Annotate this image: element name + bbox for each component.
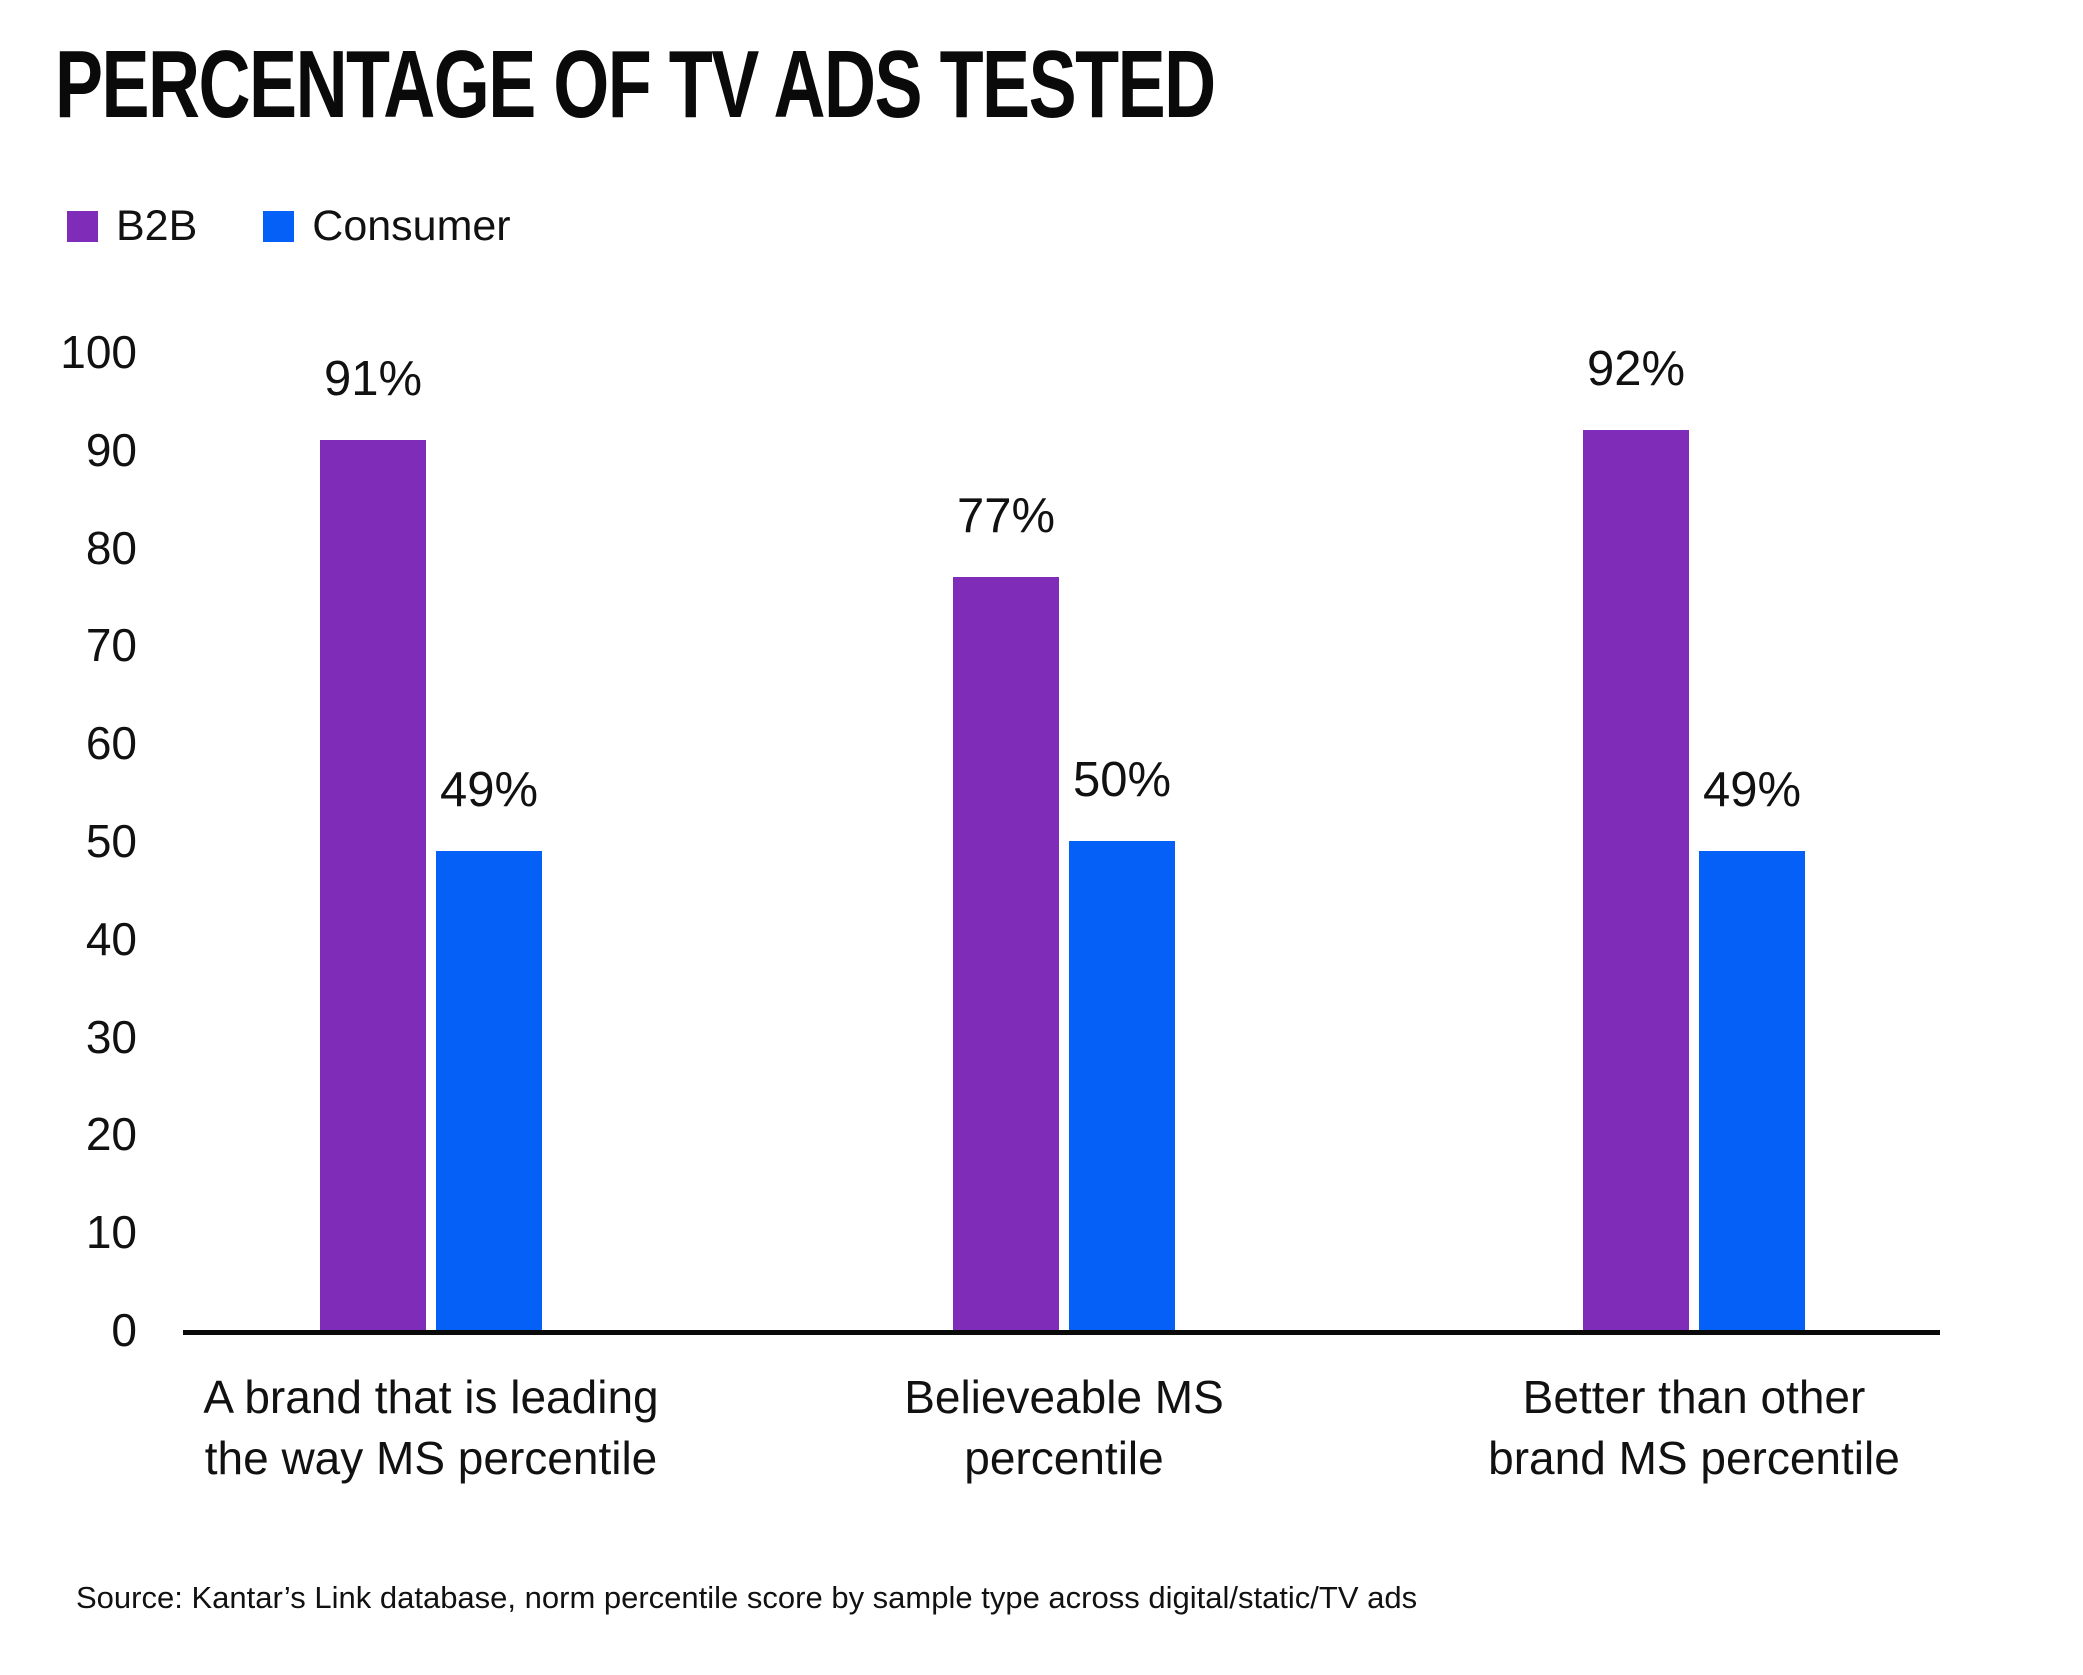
y-tick-100: 100 (60, 326, 137, 378)
y-tick-70: 70 (85, 619, 137, 672)
x-label-0: A brand that is leading the way MS perce… (203, 1371, 659, 1484)
value-label-b2b-1: 77% (956, 489, 1056, 543)
y-tick-40: 40 (85, 912, 137, 965)
y-tick-50: 50 (85, 815, 137, 867)
legend-swatch-b2b (67, 211, 98, 242)
value-label-consumer-2: 49% (1702, 763, 1802, 817)
value-label-consumer-0: 49% (439, 763, 539, 817)
bar-consumer-0 (436, 851, 542, 1333)
y-tick-0: 0 (111, 1304, 137, 1356)
legend: B2B Consumer (67, 205, 511, 248)
source-note: Source: Kantar’s Link database, norm per… (76, 1580, 1418, 1615)
bar-consumer-1 (1069, 841, 1175, 1333)
y-tick-10: 10 (85, 1206, 137, 1259)
y-tick-20: 20 (85, 1108, 137, 1161)
bar-b2b-1 (953, 577, 1059, 1333)
value-label-consumer-1: 50% (1072, 753, 1172, 807)
y-tick-30: 30 (85, 1010, 137, 1063)
bar-b2b-0 (320, 440, 426, 1333)
x-axis-line (183, 1330, 1940, 1335)
y-tick-90: 90 (85, 423, 137, 476)
y-tick-60: 60 (85, 717, 137, 770)
chart-title: PERCENTAGE OF TV ADS TESTED (55, 31, 1216, 138)
value-label-b2b-2: 92% (1586, 342, 1686, 396)
bar-b2b-2 (1583, 430, 1689, 1333)
x-label-2: Better than other brand MS percentile (1488, 1371, 1900, 1484)
legend-label-consumer: Consumer (312, 202, 511, 250)
x-label-1: Believeable MS percentile (904, 1371, 1224, 1484)
bar-consumer-2 (1699, 851, 1805, 1333)
value-label-b2b-0: 91% (323, 352, 423, 406)
y-tick-80: 80 (85, 521, 137, 574)
legend-swatch-consumer (263, 211, 295, 242)
legend-label-b2b: B2B (116, 202, 198, 250)
